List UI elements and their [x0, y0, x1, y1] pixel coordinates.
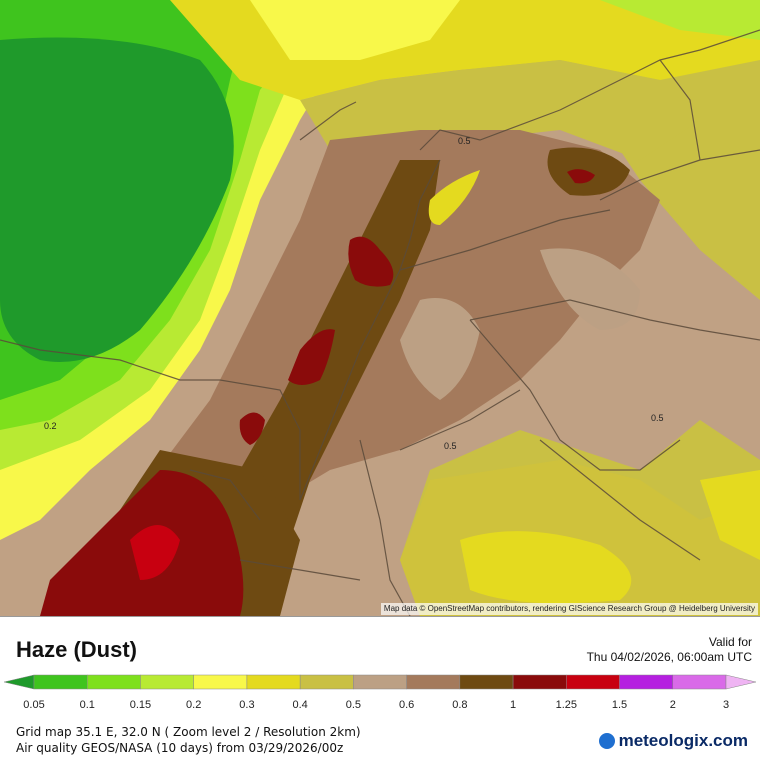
- model-info: Air quality GEOS/NASA (10 days) from 03/…: [16, 741, 344, 755]
- legend-label: 1.5: [611, 699, 628, 711]
- map-canvas: [0, 0, 760, 616]
- legend-label: 3: [722, 699, 730, 711]
- meteologix-logo[interactable]: meteologix.com: [598, 731, 748, 751]
- region-darkred-3: [239, 412, 265, 445]
- region-yellow-se: [700, 470, 760, 560]
- valid-time: Thu 04/02/2026, 06:00am UTC: [586, 650, 752, 664]
- legend-label: 0.15: [129, 699, 152, 711]
- map-title: Haze (Dust): [16, 637, 138, 662]
- legend-swatch-12: [619, 674, 674, 690]
- country-borders: [0, 29, 760, 616]
- legend-label: 0.05: [23, 699, 45, 711]
- legend-swatch-8: [406, 674, 461, 690]
- valid-label: Valid for: [708, 635, 752, 649]
- region-yellow-south: [460, 531, 632, 604]
- legend-swatch-9: [459, 674, 514, 690]
- legend-swatch-14: [725, 674, 757, 690]
- map-footer: Haze (Dust) Valid for Thu 04/02/2026, 06…: [0, 616, 760, 761]
- dust-map[interactable]: 0.5 0.2 0.5 0.5 Map data © OpenStreetMap…: [0, 0, 760, 616]
- legend-swatch-6: [299, 674, 354, 690]
- legend-label: 0.4: [292, 699, 308, 711]
- legend-label: 2: [669, 699, 676, 711]
- legend-label: 0.1: [79, 699, 95, 711]
- region-darkgreen-sea: [0, 37, 234, 362]
- legend-label: 0.5: [345, 699, 362, 711]
- legend-label: 0.3: [239, 699, 255, 711]
- legend-swatch-3: [140, 674, 194, 690]
- legend-label: 1: [510, 699, 517, 711]
- region-darkred-1: [348, 236, 394, 287]
- legend-swatch-11: [566, 674, 620, 690]
- region-olive-east: [400, 0, 760, 616]
- contour-label-east: 0.5: [651, 413, 664, 423]
- logo-icon: [598, 733, 615, 749]
- region-lightyellow-north: [250, 0, 460, 60]
- grid-info: Grid map 35.1 E, 32.0 N ( Zoom level 2 /…: [16, 725, 361, 739]
- contour-label-north: 0.5: [458, 136, 471, 146]
- legend-label: 0.2: [186, 699, 202, 711]
- region-yellow-coast: [428, 170, 480, 225]
- legend-bar: [3, 674, 757, 690]
- contour-label-center: 0.5: [444, 441, 457, 451]
- legend-swatch-10: [512, 674, 567, 690]
- region-red-south: [130, 525, 180, 580]
- region-darkred-2: [288, 329, 335, 385]
- color-legend: [0, 673, 760, 713]
- logo-text: meteologix.com: [618, 731, 748, 750]
- legend-swatch-1: [33, 674, 88, 690]
- contour-label-west: 0.2: [44, 421, 57, 431]
- region-lime-ne: [600, 0, 760, 40]
- legend-label: 1.25: [555, 699, 578, 711]
- legend-swatch-4: [193, 674, 248, 690]
- legend-swatch-5: [246, 674, 301, 690]
- legend-swatch-7: [353, 674, 407, 690]
- legend-label: 0.6: [398, 699, 415, 711]
- region-lightbrown-2: [540, 248, 640, 330]
- legend-label: 0.8: [452, 699, 468, 711]
- legend-swatch-13: [672, 674, 727, 690]
- map-attribution[interactable]: Map data © OpenStreetMap contributors, r…: [380, 603, 758, 615]
- legend-swatch-2: [86, 674, 141, 690]
- legend-swatch-0: [3, 674, 35, 690]
- region-lightbrown-1: [400, 298, 480, 400]
- region-darkred-4: [567, 169, 595, 184]
